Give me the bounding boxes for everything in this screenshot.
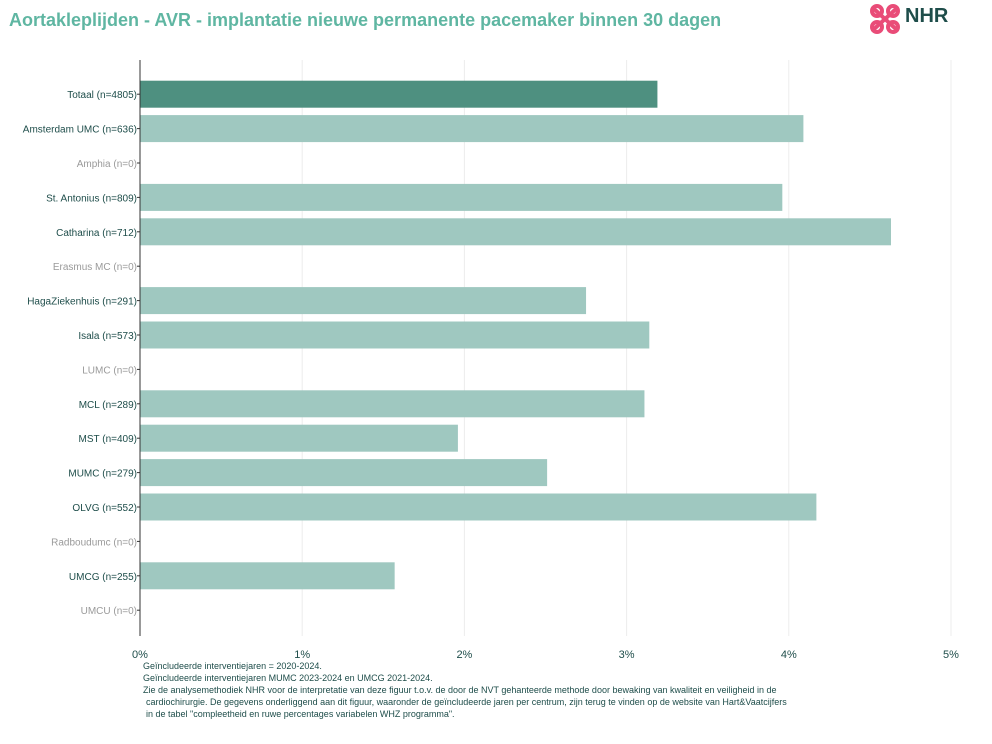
category-label: UMCU (n=0) [81, 606, 137, 617]
category-label: MCL (n=289) [79, 400, 137, 411]
category-label: Radboudumc (n=0) [51, 537, 137, 548]
category-label: Catharina (n=712) [56, 228, 137, 239]
footnotes: Geïncludeerde interventiejaren = 2020-20… [143, 660, 903, 720]
x-tick-label: 5% [943, 649, 959, 660]
category-label: Amsterdam UMC (n=636) [23, 125, 137, 136]
bar [140, 115, 804, 143]
bar [140, 459, 548, 487]
category-label: MUMC (n=279) [68, 469, 137, 480]
bar-total [140, 80, 658, 108]
bar-chart: 0% 1% 2% 3% 4% 5% Totaal (n=4805) Amsterdam UMC… [23, 60, 959, 660]
x-tick-label: 1% [294, 649, 310, 660]
category-label: LUMC (n=0) [82, 365, 137, 376]
nhr-logo-icon [870, 4, 900, 34]
x-tick-label: 2% [456, 649, 472, 660]
footnote-years-exceptions: Geïncludeerde interventiejaren MUMC 2023… [143, 673, 433, 683]
category-label: HagaZiekenhuis (n=291) [27, 297, 137, 308]
footnote-methodology-cont: cardiochirurgie. De gegevens onderliggen… [146, 697, 787, 707]
bar [140, 493, 817, 521]
footnote-years: Geïncludeerde interventiejaren = 2020-20… [143, 661, 322, 671]
footnote-table-reference: in de tabel "compleetheid en ruwe percen… [146, 709, 455, 719]
bar [140, 287, 587, 315]
logo-text: NHR [905, 5, 949, 27]
category-label: Isala (n=573) [78, 331, 137, 342]
bar [140, 562, 395, 590]
category-label: UMCG (n=255) [69, 572, 137, 583]
category-label: Amphia (n=0) [77, 159, 137, 170]
category-label: Erasmus MC (n=0) [53, 262, 137, 273]
bar [140, 321, 650, 349]
bar [140, 390, 645, 418]
category-label: Totaal (n=4805) [67, 90, 137, 101]
chart-title: Aortakleplijden - AVR - implantatie nieu… [9, 10, 722, 30]
x-tick-label: 0% [132, 649, 148, 660]
category-label: MST (n=409) [79, 434, 137, 445]
footnote-methodology: Zie de analysemethodiek NHR voor de inte… [143, 685, 777, 695]
bar [140, 183, 783, 211]
x-tick-label: 3% [619, 649, 635, 660]
category-label: St. Antonius (n=809) [46, 193, 137, 204]
x-tick-label: 4% [781, 649, 797, 660]
bar [140, 218, 891, 246]
category-label: OLVG (n=552) [72, 503, 137, 514]
bar [140, 424, 458, 452]
